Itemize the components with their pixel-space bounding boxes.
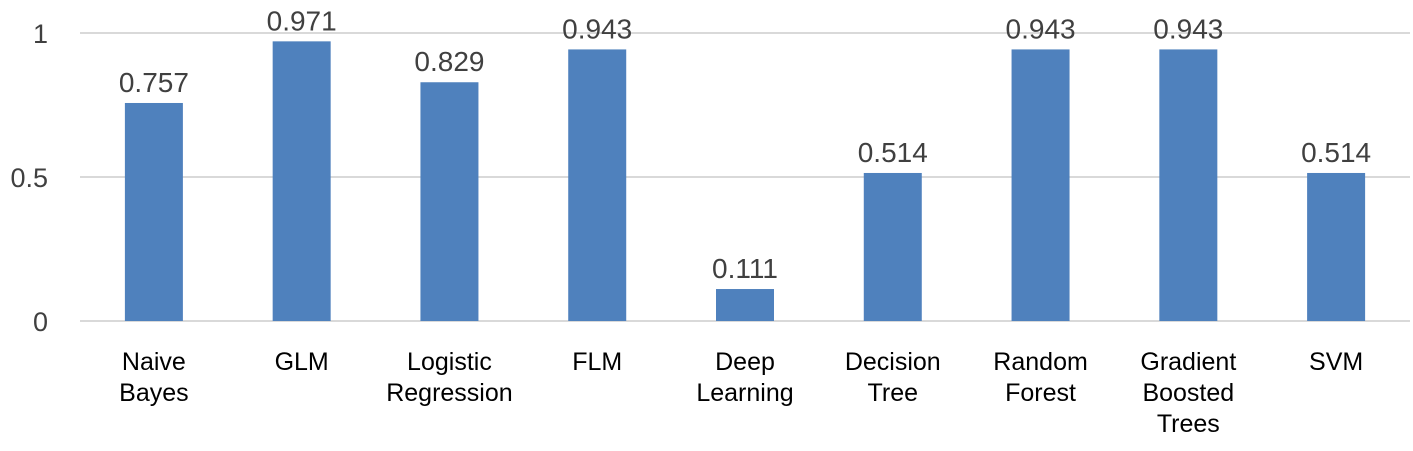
y-tick-label: 0.5	[10, 163, 48, 193]
bar	[272, 41, 331, 322]
data-label: 0.943	[1006, 13, 1076, 44]
category-label: Logistic Regression	[386, 348, 512, 407]
bar	[1159, 49, 1218, 321]
category-label-line: FLM	[572, 348, 622, 376]
category-label: SVM	[1309, 348, 1363, 376]
category-label-line: Regression	[386, 379, 512, 407]
data-label: 0.971	[267, 5, 337, 36]
category-label-line: Trees	[1157, 410, 1220, 438]
data-label: 0.943	[1153, 13, 1223, 44]
data-label: 0.757	[119, 67, 189, 98]
category-label: Naive Bayes	[119, 348, 188, 407]
bar	[863, 172, 922, 321]
category-label-line: Logistic	[407, 348, 492, 376]
category-label: Deep Learning	[696, 348, 793, 407]
category-label: Decision Tree	[845, 348, 941, 407]
category-label: GLM	[275, 348, 329, 376]
category-label-line: Random	[993, 348, 1088, 376]
bar	[568, 49, 627, 321]
bar	[1011, 49, 1070, 321]
category-label-line: Naive	[122, 348, 186, 376]
category-label-line: Gradient	[1140, 348, 1236, 376]
category-label-line: Deep	[715, 348, 775, 376]
category-label: Random Forest	[993, 348, 1088, 407]
category-label-line: Forest	[1005, 379, 1076, 407]
data-label: 0.111	[712, 253, 778, 284]
data-label: 0.514	[1301, 137, 1371, 168]
data-label: 0.943	[562, 13, 632, 44]
category-label-line: Boosted	[1142, 379, 1234, 407]
category-label-line: GLM	[275, 348, 329, 376]
category-label: FLM	[572, 348, 622, 376]
y-tick-label: 1	[33, 19, 48, 49]
y-tick-label: 0	[33, 307, 48, 337]
category-label: Gradient Boosted Trees	[1140, 348, 1236, 438]
category-label-line: Tree	[868, 379, 918, 407]
bar	[1307, 172, 1366, 321]
bar	[124, 102, 183, 321]
data-label: 0.829	[414, 46, 484, 77]
x-axis-category-labels: Naive Bayes GLM Logistic Regression FLM Deep Le…	[119, 348, 1363, 438]
bar	[716, 289, 774, 321]
y-axis-tick-labels: 00.51	[10, 19, 48, 337]
category-label-line: Bayes	[119, 379, 188, 407]
bars	[124, 41, 1366, 322]
category-label-line: Decision	[845, 348, 941, 376]
category-label-line: Learning	[696, 379, 793, 407]
data-labels: 0.757 0.971 0.829 0.943 0.111 0.514 0.943 0.943…	[119, 5, 1371, 284]
category-label-line: SVM	[1309, 348, 1363, 376]
data-label: 0.514	[858, 137, 928, 168]
bar	[420, 82, 479, 321]
